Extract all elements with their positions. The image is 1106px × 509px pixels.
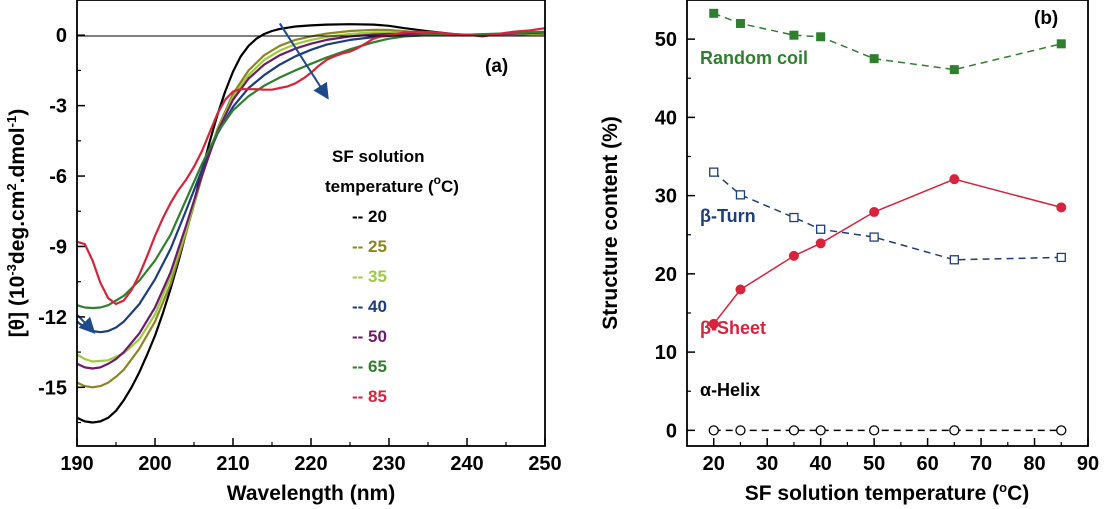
data-point-turn — [709, 167, 719, 177]
y-tick-label: 0 — [666, 420, 677, 442]
series-line-85 — [76, 27, 546, 306]
x-tick-label: 50 — [863, 453, 885, 475]
data-point-random-coil — [949, 65, 959, 75]
chart-a-y-axis-label: [θ] (10-3deg.cm2.dmol-1) — [4, 109, 29, 337]
x-tick-label: 60 — [916, 453, 938, 475]
legend-item-35: -- 35 — [352, 267, 387, 286]
y-tick-label: 40 — [655, 107, 677, 129]
data-point-sheet — [708, 318, 719, 329]
series-line-sheet — [713, 178, 1062, 325]
legend-item-20: -- 20 — [352, 207, 387, 226]
data-point-random-coil — [869, 54, 879, 64]
series-line-turn — [713, 171, 1062, 261]
series-line-20 — [76, 23, 545, 424]
chart-a-frame — [76, 0, 546, 447]
x-tick-label: 90 — [1077, 453, 1099, 475]
data-point-turn — [1056, 252, 1066, 263]
y-tick-label: 30 — [655, 186, 677, 208]
legend-item-50: -- 50 — [352, 327, 387, 346]
data-point-helix — [949, 425, 960, 436]
chart-b-panel-label: (b) — [1034, 8, 1058, 29]
y-tick-label: 50 — [655, 29, 677, 51]
legend-item-40: -- 40 — [352, 297, 387, 316]
data-point-random-coil — [789, 30, 799, 40]
series-line-50 — [76, 31, 546, 370]
chart-b-x-ticks: 20 30 40 50 60 70 80 90 — [703, 438, 1099, 475]
chart-b-series-group — [708, 8, 1067, 436]
y-tick-label: 20 — [655, 264, 677, 286]
legend-title-line1: SF solution — [332, 147, 425, 166]
x-tick-label: 200 — [138, 453, 171, 475]
data-point-helix — [708, 425, 719, 436]
x-tick-label: 20 — [703, 453, 725, 475]
legend-title-line2: temperature (oC) — [325, 173, 459, 196]
data-point-turn — [789, 212, 799, 223]
data-point-helix — [1056, 425, 1067, 436]
chart-b-x-axis-label: SF solution temperature (oC) — [745, 480, 1029, 505]
x-tick-label: 190 — [60, 453, 93, 475]
chart-a-x-ticks: 190 200 210 220 230 240 250 — [60, 438, 562, 475]
chart-a-series-group — [76, 23, 546, 424]
data-point-sheet — [815, 238, 826, 249]
y-tick-label: 0 — [56, 25, 67, 47]
chart-a: 190 200 210 220 230 240 250 0-3-6-9-12-15 (a) … — [4, 0, 562, 505]
y-tick-label: -9 — [49, 236, 67, 258]
data-point-sheet — [1056, 202, 1067, 213]
x-tick-label: 250 — [528, 453, 561, 475]
data-point-sheet — [788, 250, 799, 261]
series-label-beta-sheet: β-Sheet — [700, 318, 766, 338]
chart-a-legend: SF solution temperature (oC) -- 20-- 25-… — [325, 147, 459, 406]
data-point-helix — [815, 425, 826, 436]
chart-b-frame — [686, 0, 1089, 447]
series-label-beta-turn: β-Turn — [700, 206, 756, 226]
y-tick-label: -3 — [49, 96, 67, 118]
data-point-helix — [868, 425, 880, 436]
x-tick-label: 40 — [810, 453, 832, 475]
y-tick-label: -6 — [49, 166, 67, 188]
x-tick-label: 230 — [372, 453, 405, 475]
data-point-sheet — [869, 207, 880, 218]
data-point-turn — [735, 190, 746, 200]
data-point-turn — [869, 232, 879, 242]
data-point-random-coil — [816, 32, 826, 42]
legend-item-25: -- 25 — [352, 237, 387, 256]
data-point-sheet — [735, 284, 746, 295]
chart-a-legend-items: -- 20 -- 25 -- 35 -- 40 -- 50 -- 65 -- 85 — [352, 207, 387, 406]
data-point-turn — [949, 255, 959, 265]
x-tick-label: 240 — [450, 453, 483, 475]
chart-b-y-ticks: 0 10 20 30 40 50 — [655, 29, 695, 442]
x-tick-label: 30 — [756, 453, 778, 475]
trend-arrow-1 — [278, 22, 329, 100]
chart-a-y-ticks: 0 -3 -6 -9 -12 -15 — [38, 25, 85, 424]
y-tick-label: 10 — [655, 342, 677, 364]
series-line-40 — [76, 31, 546, 334]
chart-b: 20 30 40 50 60 70 80 90 0 10 20 30 40 50 (b) SF solu… — [599, 0, 1099, 505]
series-line-25 — [76, 28, 546, 389]
data-point-random-coil — [735, 18, 745, 28]
x-tick-label: 70 — [970, 453, 992, 475]
series-line-35 — [76, 31, 546, 363]
y-tick-label: -15 — [38, 377, 67, 399]
chart-a-panel-label: (a) — [485, 56, 508, 77]
data-point-turn — [816, 224, 826, 234]
legend-item-85: -- 85 — [352, 387, 387, 406]
data-point-sheet — [949, 174, 960, 185]
data-point-helix — [735, 425, 746, 436]
series-label-random-coil: Random coil — [700, 48, 808, 68]
y-tick-label: -12 — [38, 307, 67, 329]
x-tick-label: 220 — [294, 453, 327, 475]
x-tick-label: 80 — [1023, 453, 1045, 475]
data-point-random-coil — [709, 8, 719, 18]
chart-a-x-axis-label: Wavelength (nm) — [227, 482, 395, 505]
data-point-random-coil — [1056, 39, 1066, 49]
x-tick-label: 210 — [216, 453, 249, 475]
data-point-helix — [788, 425, 800, 436]
legend-item-65: -- 65 — [352, 357, 387, 376]
series-label-alpha-helix: α-Helix — [700, 380, 760, 400]
chart-b-y-axis-label: Structure content (%) — [599, 116, 622, 330]
